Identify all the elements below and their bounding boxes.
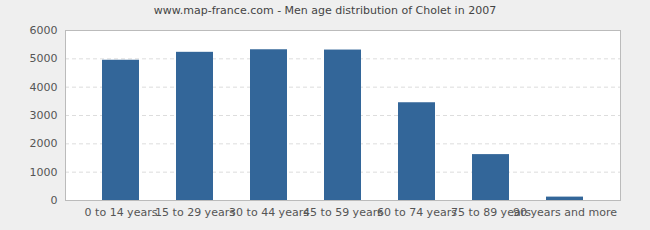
svg-text:2000: 2000	[30, 137, 58, 150]
svg-text:90 years and more: 90 years and more	[513, 206, 617, 219]
svg-text:0: 0	[51, 194, 58, 207]
svg-text:3000: 3000	[30, 109, 58, 122]
svg-text:60 to 74 years: 60 to 74 years	[377, 206, 457, 219]
svg-text:1000: 1000	[30, 166, 58, 179]
svg-text:30 to 44 years: 30 to 44 years	[229, 206, 309, 219]
html-text:www.map-france.com - Men age d: www.map-france.com - Men age distributio…	[153, 4, 497, 17]
svg-text:5000: 5000	[30, 52, 58, 65]
svg-text:75 to 89 years: 75 to 89 years	[451, 206, 531, 220]
svg-text:45 to 59 years: 45 to 59 years	[303, 206, 383, 219]
svg-text:4000: 4000	[30, 81, 58, 94]
svg-text:6000: 6000	[30, 24, 58, 37]
svg-text:0 to 14 years: 0 to 14 years	[85, 206, 158, 219]
svg-text:15 to 29 years: 15 to 29 years	[155, 206, 235, 219]
